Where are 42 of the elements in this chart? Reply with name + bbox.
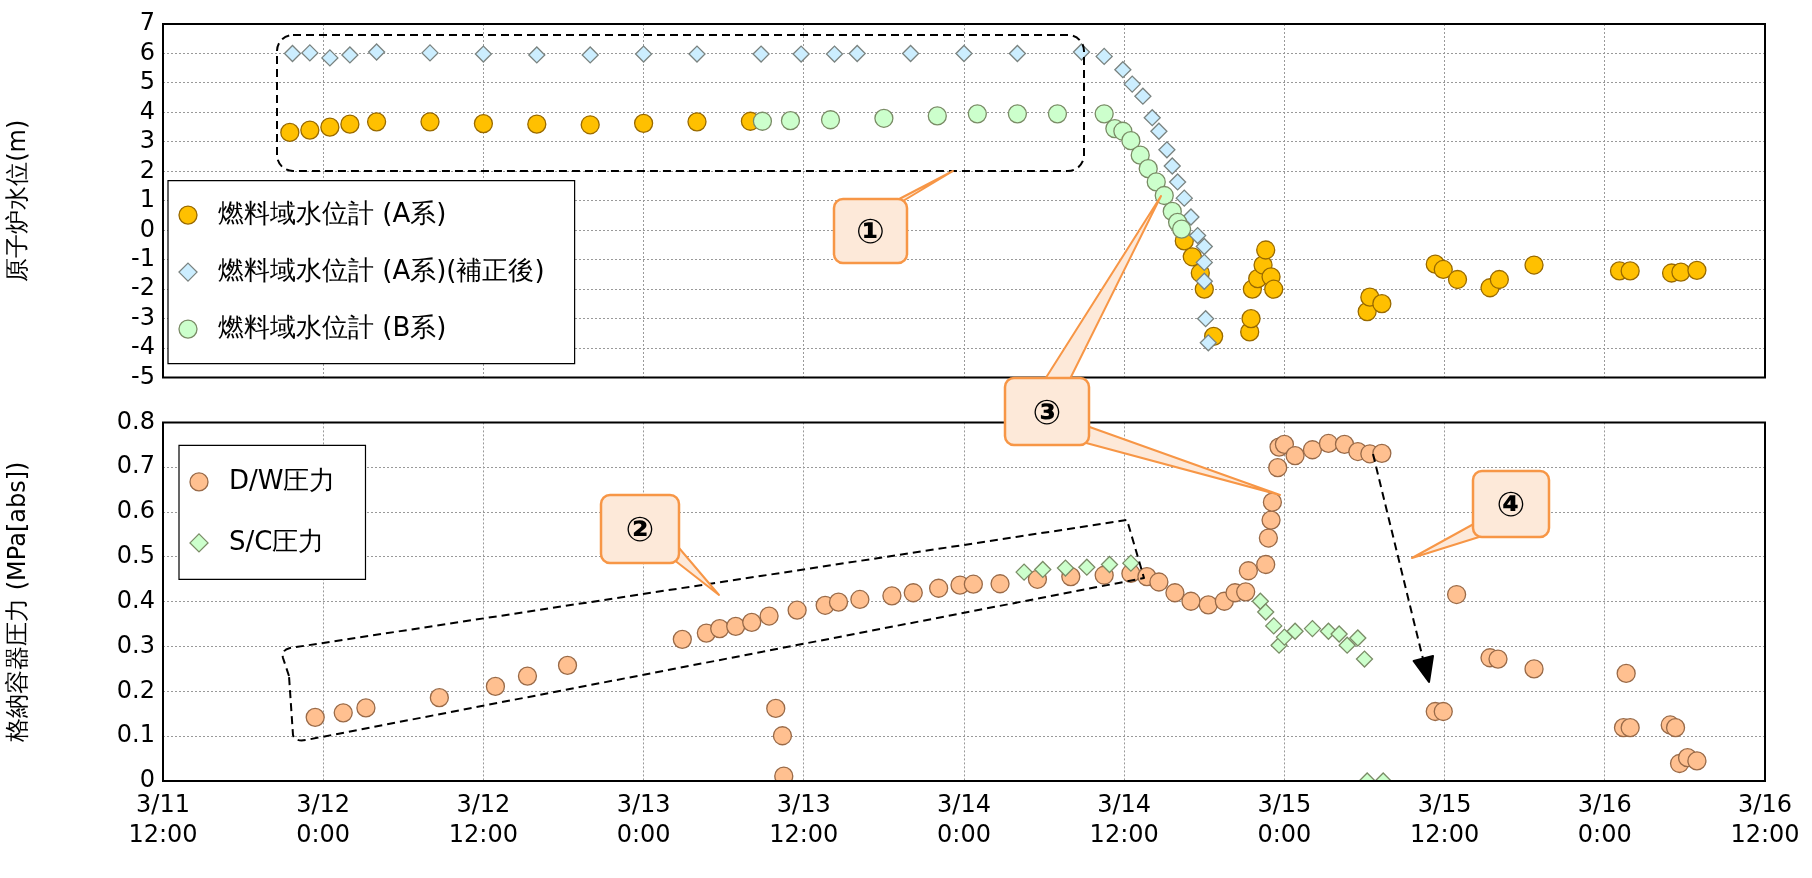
- y-tick-label: -2: [131, 273, 155, 302]
- y-tick-label: 7: [139, 8, 155, 37]
- y-tick-label: -4: [131, 332, 155, 361]
- x-tick-label: 3/12 12:00: [448, 790, 518, 849]
- y-axis-title: 原子炉水位(m): [2, 119, 31, 282]
- y-tick-label: 3: [139, 126, 155, 155]
- y-tick-label: 5: [139, 67, 155, 96]
- x-tick-label: 3/15 12:00: [1410, 790, 1480, 849]
- y-tick-label: 0: [139, 214, 155, 243]
- annotation: ①: [856, 211, 885, 251]
- y-tick-label: -3: [131, 302, 155, 331]
- legend-label: 燃料域水位計 (A系): [218, 197, 447, 228]
- x-tick-label: 3/14 12:00: [1089, 790, 1159, 849]
- y-tick-label: 0.1: [116, 720, 155, 749]
- y-tick-label: -5: [131, 361, 155, 390]
- annotation: ②: [625, 509, 655, 549]
- legend-label: 燃料域水位計 (A系)(補正後): [218, 254, 545, 285]
- y-tick-label: 6: [139, 37, 155, 66]
- y-tick-label: 0.8: [116, 406, 155, 435]
- legend-label: D/W圧力: [229, 464, 336, 495]
- x-tick-label: 3/12 0:00: [296, 790, 351, 849]
- x-tick-label: 3/14 0:00: [937, 790, 991, 849]
- y-axis-title: 格納容器圧力 (MPa[abs]): [2, 461, 31, 743]
- y-tick-label: 4: [139, 96, 155, 125]
- x-tick-label: 3/13 12:00: [769, 790, 839, 849]
- x-tick-label: 3/13 0:00: [616, 790, 671, 849]
- x-tick-label: 3/16 12:00: [1730, 790, 1800, 849]
- y-tick-label: 0.6: [116, 496, 155, 525]
- x-tick-label: 3/16 0:00: [1577, 790, 1632, 849]
- annotation: ③: [1032, 391, 1062, 432]
- y-tick-label: 0.5: [116, 541, 155, 570]
- legend-label: 燃料域水位計 (B系): [218, 311, 447, 342]
- legend-label: S/C圧力: [229, 525, 325, 556]
- y-tick-label: 1: [139, 185, 155, 214]
- y-tick-label: -1: [131, 243, 155, 272]
- y-tick-label: 0.3: [116, 630, 155, 659]
- y-tick-label: 0.7: [116, 451, 155, 480]
- x-tick-label: 3/15 0:00: [1257, 790, 1312, 849]
- y-tick-label: 0.4: [116, 585, 155, 614]
- annotation: ④: [1496, 484, 1526, 524]
- y-tick-label: 2: [139, 155, 155, 184]
- y-tick-label: 0.2: [116, 675, 155, 704]
